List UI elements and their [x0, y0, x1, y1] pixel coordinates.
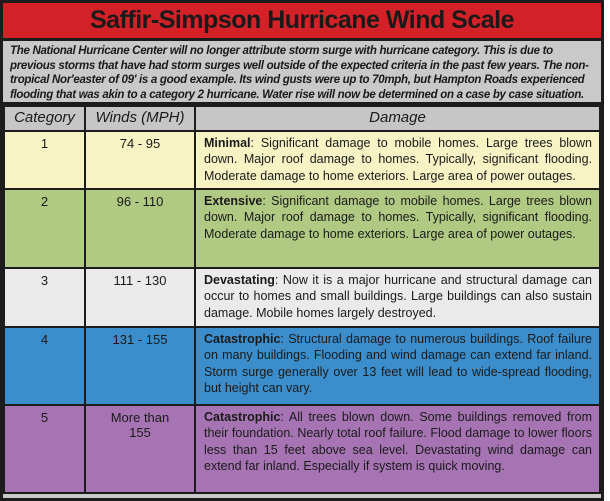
- damage-severity-label: Catastrophic: [204, 410, 281, 424]
- winds-cell: 96 - 110: [84, 188, 196, 269]
- column-header-damage: Damage: [194, 105, 601, 132]
- winds-cell: 74 - 95: [84, 130, 196, 190]
- damage-cell: Minimal: Significant damage to mobile ho…: [194, 130, 601, 190]
- damage-severity-label: Extensive: [204, 194, 263, 208]
- title-bar: Saffir-Simpson Hurricane Wind Scale: [3, 3, 601, 41]
- table-row-category-2: 2 96 - 110 Extensive: Significant damage…: [3, 188, 601, 269]
- damage-cell: Extensive: Significant damage to mobile …: [194, 188, 601, 269]
- category-cell: 5: [3, 404, 86, 494]
- table-row-category-4: 4 131 - 155 Catastrophic: Structural dam…: [3, 326, 601, 406]
- damage-cell: Catastrophic: All trees blown down. Some…: [194, 404, 601, 494]
- column-header-category: Category: [3, 105, 86, 132]
- damage-description: : Significant damage to mobile homes. La…: [204, 136, 592, 183]
- winds-cell: 111 - 130: [84, 267, 196, 328]
- table-row-category-5: 5 More than 155 Catastrophic: All trees …: [3, 404, 601, 494]
- category-cell: 2: [3, 188, 86, 269]
- winds-cell: 131 - 155: [84, 326, 196, 406]
- damage-description: : Structural damage to numerous building…: [204, 332, 592, 396]
- damage-severity-label: Catastrophic: [204, 332, 281, 346]
- intro-paragraph: The National Hurricane Center will no lo…: [3, 41, 601, 105]
- damage-description: : Significant damage to mobile homes. La…: [204, 194, 592, 241]
- category-cell: 1: [3, 130, 86, 190]
- damage-description: : Now it is a major hurricane and struct…: [204, 273, 592, 320]
- page-title: Saffir-Simpson Hurricane Wind Scale: [89, 6, 515, 34]
- damage-description: : All trees blown down. Some buildings r…: [204, 410, 592, 474]
- winds-cell: More than 155: [84, 404, 196, 494]
- damage-cell: Devastating: Now it is a major hurricane…: [194, 267, 601, 328]
- damage-severity-label: Minimal: [204, 136, 251, 150]
- table-row-category-1: 1 74 - 95 Minimal: Significant damage to…: [3, 130, 601, 190]
- damage-severity-label: Devastating: [204, 273, 275, 287]
- category-cell: 3: [3, 267, 86, 328]
- table-row-category-3: 3 111 - 130 Devastating: Now it is a maj…: [3, 267, 601, 328]
- category-cell: 4: [3, 326, 86, 406]
- hurricane-scale-table: Category Winds (MPH) Damage 1 74 - 95 Mi…: [3, 105, 601, 494]
- table-header-row: Category Winds (MPH) Damage: [3, 105, 601, 132]
- damage-cell: Catastrophic: Structural damage to numer…: [194, 326, 601, 406]
- column-header-winds: Winds (MPH): [84, 105, 196, 132]
